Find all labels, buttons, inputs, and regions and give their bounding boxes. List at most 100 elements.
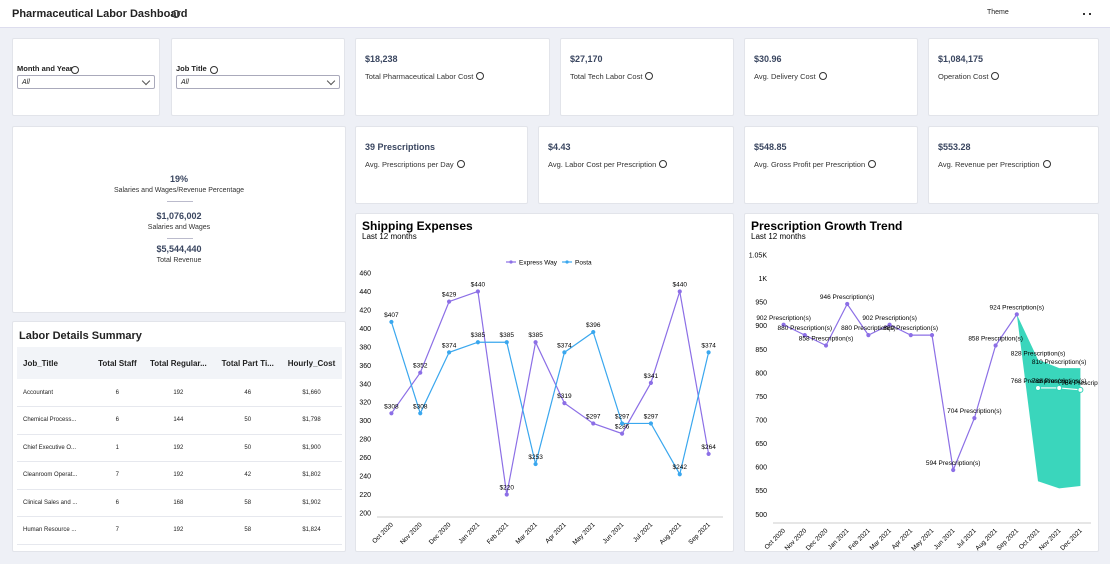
cell: $1,802	[281, 461, 342, 490]
cell: 6	[92, 379, 143, 407]
cell: 42	[214, 461, 282, 490]
point	[504, 492, 509, 497]
kpi-value: $548.85	[754, 142, 787, 152]
cell: Human Resource ...	[17, 516, 93, 545]
data-label: 768 Prescription(s)	[1032, 378, 1087, 385]
kpi-value: 39 Prescriptions	[365, 142, 436, 152]
data-label: $407	[384, 312, 399, 319]
data-label: $308	[413, 403, 428, 410]
data-label: 880 Prescription(s)	[778, 325, 833, 332]
summary-label: Salaries and Wages	[147, 224, 211, 231]
cell: 6	[92, 406, 143, 435]
point	[562, 401, 567, 406]
point	[648, 421, 654, 426]
y-tick-label: 750	[755, 394, 767, 401]
x-tick-label: Jun 2021	[933, 527, 957, 551]
info-icon	[172, 10, 180, 18]
point	[866, 333, 871, 338]
y-tick-label: 220	[359, 492, 371, 499]
data-label: $374	[557, 342, 572, 349]
point	[648, 380, 654, 385]
data-label: $253	[528, 454, 543, 461]
cell: 6	[92, 489, 143, 517]
column-header: Total Part Ti...	[214, 347, 282, 379]
y-tick-label: 600	[755, 465, 767, 472]
point	[475, 340, 481, 345]
data-label: $242	[673, 464, 688, 471]
data-label: $341	[644, 373, 659, 380]
data-label: $440	[471, 281, 486, 288]
summary-value: $1,076,002	[156, 211, 202, 221]
menu[interactable]	[1083, 13, 1091, 15]
info-icon	[1042, 160, 1051, 168]
x-tick-label: Mar 2021	[869, 527, 894, 551]
data-label: 764 Prescript	[1061, 380, 1098, 387]
y-tick-label: 300	[359, 418, 371, 425]
chart-subtitle: Last 12 months	[362, 232, 417, 241]
dropdown[interactable]: All	[17, 75, 155, 89]
y-tick-label: 200	[359, 511, 371, 518]
x-tick-label: May 2021	[572, 521, 597, 546]
info-icon	[645, 72, 654, 80]
point	[802, 333, 807, 338]
point	[929, 333, 935, 338]
point	[591, 329, 596, 335]
point	[823, 343, 829, 348]
theme-button[interactable]: Theme	[987, 9, 1009, 16]
y-tick-label: 550	[755, 488, 767, 495]
cell: 50	[214, 434, 282, 462]
kpi-value: $30.96	[754, 54, 782, 64]
divider	[167, 238, 193, 239]
info-icon	[659, 160, 668, 168]
point	[389, 411, 394, 416]
x-tick-label: Dec 2020	[805, 527, 830, 551]
cell: $1,660	[281, 379, 342, 407]
cell: 50	[214, 406, 282, 435]
data-label: $286	[615, 424, 630, 431]
info-icon	[868, 160, 877, 168]
x-tick-label: Sep 2021	[996, 527, 1021, 551]
kpi-label: Avg. Revenue per Prescription	[938, 160, 1051, 169]
legend-label: Express Way	[519, 260, 558, 267]
point	[993, 343, 998, 348]
point	[591, 421, 596, 426]
column-header: Job_Title	[17, 347, 93, 379]
x-tick-label: Sep 2021	[687, 521, 712, 546]
point	[887, 322, 892, 327]
data-label: $385	[528, 332, 543, 339]
point	[706, 350, 711, 355]
point	[845, 301, 850, 307]
kpi-card: $27,170 Total Tech Labor Cost	[560, 38, 734, 116]
point	[533, 461, 538, 467]
cell: Cleanroom Operat...	[17, 461, 93, 490]
column-header: Hourly_Cost	[281, 347, 342, 379]
info-icon	[456, 160, 465, 168]
table: Job_Title Total Staff Total Regular... Tota…	[17, 347, 342, 545]
row: Accountant 6 192 46 $1,660	[17, 379, 342, 407]
dropdown[interactable]: All	[176, 75, 340, 89]
kpi-value: $1,084,175	[938, 54, 984, 64]
x-tick-label: Apr 2021	[544, 521, 568, 545]
row: Chief Executive O... 1 192 50 $1,900	[17, 434, 342, 462]
cell: 58	[214, 516, 282, 545]
shipping-card: Shipping Expenses Last 12 months 200 220 240…	[355, 213, 734, 552]
point	[475, 289, 481, 294]
chart-subtitle: Last 12 months	[751, 232, 806, 241]
y-tick-label: 900	[755, 323, 767, 330]
y-tick-label: 1K	[758, 276, 767, 283]
cell: 192	[142, 379, 215, 407]
point	[951, 467, 956, 473]
kpi-label: Avg. Gross Profit per Prescription	[754, 160, 877, 169]
data-label: $374	[701, 342, 716, 349]
data-label: $297	[644, 413, 659, 420]
band-label: 810 Prescription(s)	[1032, 359, 1087, 366]
point	[504, 340, 509, 345]
point	[619, 421, 625, 426]
info-icon	[818, 72, 827, 80]
column-header: Total Regular...	[142, 347, 215, 379]
summary-label: Salaries and Wages/Revenue Percentage	[113, 187, 245, 194]
y-tick-label: 400	[359, 326, 371, 333]
